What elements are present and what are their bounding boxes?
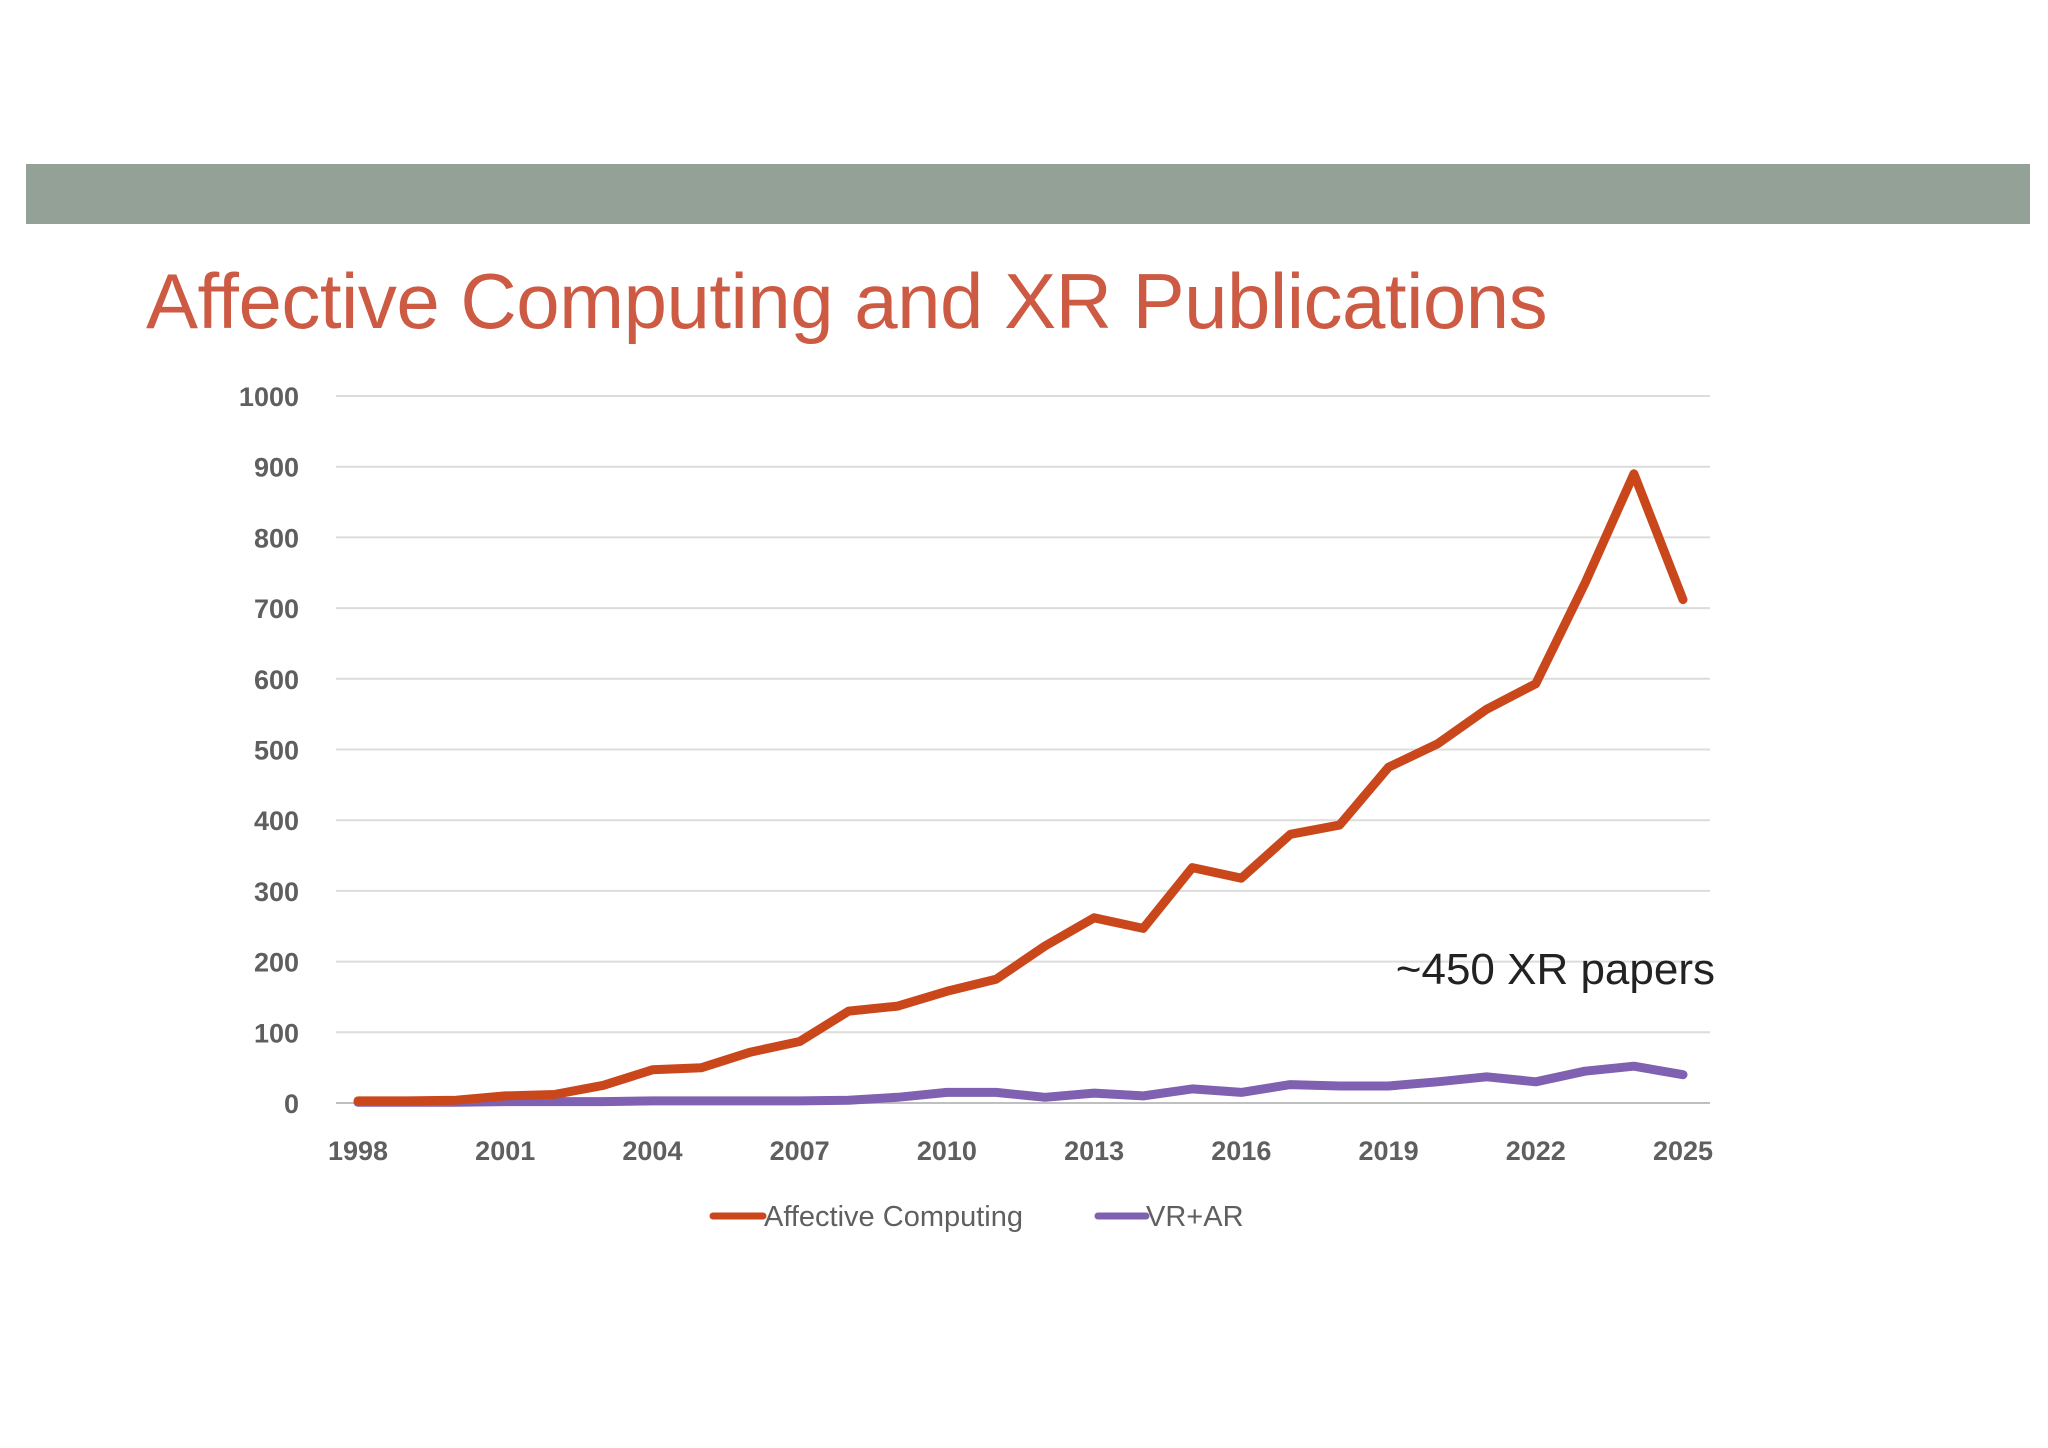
y-tick-label-900: 900	[254, 453, 299, 483]
y-tick-label-300: 300	[254, 877, 299, 907]
x-tick-label-2022: 2022	[1506, 1136, 1566, 1166]
x-tick-label-2025: 2025	[1653, 1136, 1713, 1166]
y-axis-tick-labels: 0 100 200 300 400 500 600 700 800 900 1000	[239, 382, 299, 1119]
x-tick-label-2001: 2001	[475, 1136, 535, 1166]
x-tick-label-2007: 2007	[770, 1136, 830, 1166]
series-lines	[353, 469, 1688, 1107]
slide-title: Affective Computing and XR Publications	[146, 257, 1548, 345]
x-tick-label-1998: 1998	[328, 1136, 388, 1166]
gridlines	[336, 395, 1710, 1104]
x-tick-label-2013: 2013	[1064, 1136, 1124, 1166]
series-line-vr-ar	[353, 1061, 1688, 1107]
y-tick-label-200: 200	[254, 948, 299, 978]
x-tick-label-2010: 2010	[917, 1136, 977, 1166]
series-line-affective-computing	[353, 469, 1688, 1106]
y-tick-label-500: 500	[254, 736, 299, 766]
header-band	[26, 164, 2030, 224]
x-axis-tick-labels: 1998 2001 2004 2007 2010 2013 2016 2019 2022 2025	[328, 1136, 1713, 1166]
y-tick-label-600: 600	[254, 665, 299, 695]
y-tick-label-400: 400	[254, 806, 299, 836]
y-tick-label-0: 0	[284, 1089, 299, 1119]
x-tick-label-2019: 2019	[1359, 1136, 1419, 1166]
chart-legend: Affective Computing VR+AR	[709, 1201, 1244, 1233]
legend-label-vr-ar: VR+AR	[1146, 1201, 1244, 1233]
x-tick-label-2016: 2016	[1211, 1136, 1271, 1166]
x-tick-label-2004: 2004	[622, 1136, 682, 1166]
y-tick-label-1000: 1000	[239, 382, 299, 412]
xr-papers-annotation: ~450 XR papers	[1396, 945, 1715, 994]
legend-label-affective-computing: Affective Computing	[764, 1201, 1023, 1233]
y-tick-label-700: 700	[254, 594, 299, 624]
y-tick-label-100: 100	[254, 1018, 299, 1048]
y-tick-label-800: 800	[254, 523, 299, 553]
